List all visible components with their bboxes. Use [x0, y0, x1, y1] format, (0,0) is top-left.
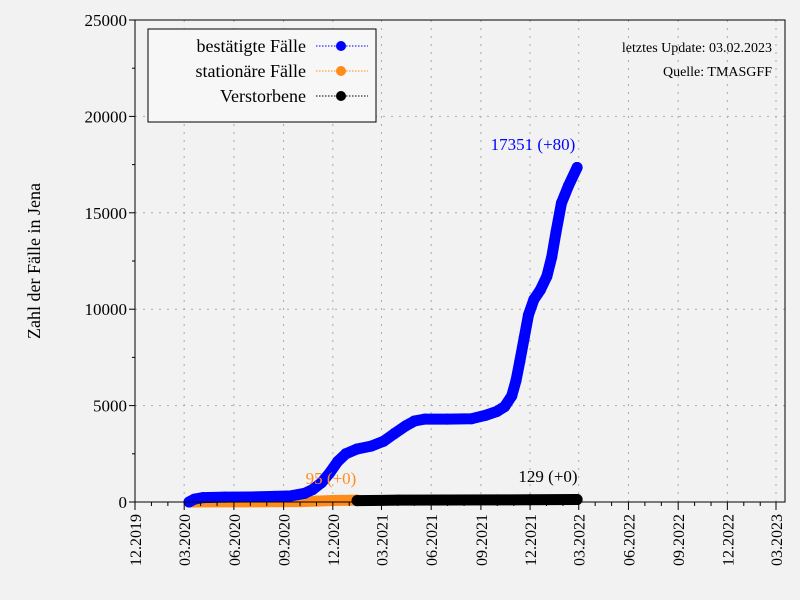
data-point [327, 494, 339, 506]
data-point [541, 270, 553, 282]
x-tick-label: 12.2021 [523, 514, 540, 566]
x-tick-label: 09.2021 [474, 514, 491, 566]
data-point [244, 491, 256, 503]
data-point [441, 413, 453, 425]
data-point [268, 490, 280, 502]
y-tick-label: 25000 [85, 11, 128, 30]
end-labels: 17351 (+80) 95 (+0) 129 (+0) [306, 135, 578, 488]
x-tick-label: 09.2020 [277, 514, 294, 566]
data-point [491, 494, 503, 506]
data-point [307, 483, 319, 495]
end-label: 129 (+0) [518, 467, 577, 486]
x-tick-label: 06.2020 [227, 514, 244, 566]
source-annotation: Quelle: TMASGFF [663, 65, 772, 80]
end-label: 17351 (+80) [491, 135, 576, 154]
legend-marker [336, 41, 346, 51]
data-point [365, 440, 377, 452]
x-tick-label: 12.2022 [720, 514, 737, 566]
data-point [480, 409, 492, 421]
data-point [351, 443, 363, 455]
x-tick-label: 06.2021 [424, 514, 441, 566]
y-tick-label: 10000 [85, 300, 128, 319]
data-point [528, 294, 540, 306]
data-point [550, 226, 562, 238]
data-point [378, 435, 390, 447]
data-point [408, 415, 420, 427]
data-point [514, 355, 526, 367]
x-tick-label: 03.2023 [769, 514, 786, 566]
data-point [506, 390, 518, 402]
data-point [499, 401, 511, 413]
x-tick-label: 03.2020 [177, 514, 194, 566]
legend-label: Verstorbene [220, 86, 306, 106]
data-point [518, 332, 530, 344]
x-tick-label: 03.2021 [374, 514, 391, 566]
x-tick-label: 12.2020 [326, 514, 343, 566]
data-point [311, 495, 323, 507]
data-point [524, 494, 536, 506]
data-point [332, 456, 344, 468]
data-point [571, 161, 583, 173]
data-point [388, 428, 400, 440]
data-point [546, 251, 558, 263]
data-point [392, 494, 404, 506]
data-point [555, 197, 567, 209]
x-tick-label: 03.2022 [572, 514, 589, 566]
data-point [219, 491, 231, 503]
update-annotation: letztes Update: 03.02.2023 [622, 41, 772, 56]
y-axis-label: Zahl der Fälle in Jena [24, 183, 44, 339]
data-point [571, 494, 583, 506]
data-point [419, 413, 431, 425]
end-label: 95 (+0) [306, 469, 357, 488]
y-tick-label: 5000 [93, 397, 127, 416]
data-point [340, 448, 352, 460]
data-point [315, 477, 327, 489]
x-tick-label: 12.2019 [128, 514, 145, 566]
y-tick-label: 20000 [85, 107, 128, 126]
legend-marker [336, 91, 346, 101]
axes: 0 5000 10000 15000 20000 25000 12.2019 03.2020 0… [85, 11, 787, 566]
x-tick-label: 09.2022 [671, 514, 688, 566]
legend-label: bestätigte Fälle [197, 36, 306, 56]
y-tick-label: 15000 [85, 204, 128, 223]
data-point [466, 413, 478, 425]
data-point [351, 495, 363, 507]
data-point [510, 375, 522, 387]
y-tick-label: 0 [119, 493, 128, 512]
data-point [285, 490, 297, 502]
legend-marker [336, 66, 346, 76]
legend-label: stationäre Fälle [196, 61, 306, 81]
data-point [324, 467, 336, 479]
legend: bestätigte Fälle stationäre Fälle Verstorb… [147, 28, 377, 123]
data-point [562, 180, 574, 192]
data-point [441, 494, 453, 506]
data-point [197, 492, 209, 504]
data-point [400, 420, 412, 432]
series-line [351, 494, 583, 507]
x-tick-label: 06.2022 [621, 514, 638, 566]
data-point [534, 284, 546, 296]
data-point [522, 309, 534, 321]
